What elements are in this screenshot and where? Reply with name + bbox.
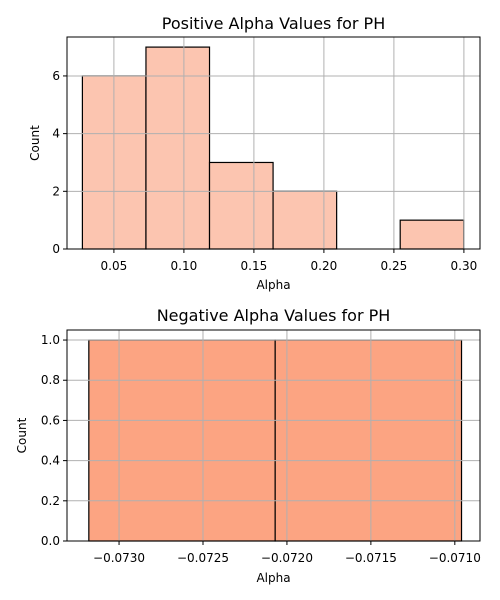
positive-alpha-chart: 0.05 0.10 0.15 0.20 0.25 0.30 0 2 4 6 Positive Alp… [28, 14, 481, 292]
x-tick-label: 0.10 [171, 259, 198, 273]
y-tick-label: 0.0 [41, 534, 60, 548]
y-tick-label: 0.8 [41, 373, 60, 387]
histogram-bar [274, 339, 463, 542]
x-tick-label: −0.0715 [345, 551, 397, 565]
plot-frame [66, 36, 481, 250]
plot-frame [66, 329, 481, 542]
y-tick-label: 0.2 [41, 494, 60, 508]
histogram-bar [145, 46, 211, 250]
x-tick-label: 0.05 [101, 259, 128, 273]
y-tick-label: 0 [52, 242, 60, 256]
y-tick-label: 6 [52, 69, 60, 83]
histogram-bar [208, 161, 274, 250]
y-tick-label: 0.6 [41, 413, 60, 427]
y-axis-label: Count [15, 417, 29, 453]
x-tick-label: 0.15 [241, 259, 268, 273]
y-tick-label: 1.0 [41, 333, 60, 347]
y-tick-label: 0.4 [41, 454, 60, 468]
x-tick-label: 0.20 [311, 259, 338, 273]
x-axis-label: Alpha [256, 278, 290, 292]
x-axis-label: Alpha [256, 571, 290, 585]
y-tick-label: 4 [52, 127, 60, 141]
x-tick-label: −0.0720 [261, 551, 313, 565]
chart-title: Negative Alpha Values for PH [157, 306, 391, 325]
histogram-bar [272, 190, 338, 250]
x-tick-label: −0.0725 [177, 551, 229, 565]
x-tick-label: −0.0730 [93, 551, 145, 565]
y-tick-label: 2 [52, 184, 60, 198]
x-tick-label: 0.25 [381, 259, 408, 273]
chart-title: Positive Alpha Values for PH [162, 14, 385, 33]
x-tick-label: 0.30 [451, 259, 478, 273]
histogram-bar [88, 339, 276, 542]
y-axis-label: Count [28, 125, 42, 161]
histogram-bar [399, 219, 465, 250]
x-tick-label: −0.0710 [429, 551, 481, 565]
negative-alpha-chart: −0.0730 −0.0725 −0.0720 −0.0715 −0.0710 0.0 0.… [15, 306, 481, 585]
